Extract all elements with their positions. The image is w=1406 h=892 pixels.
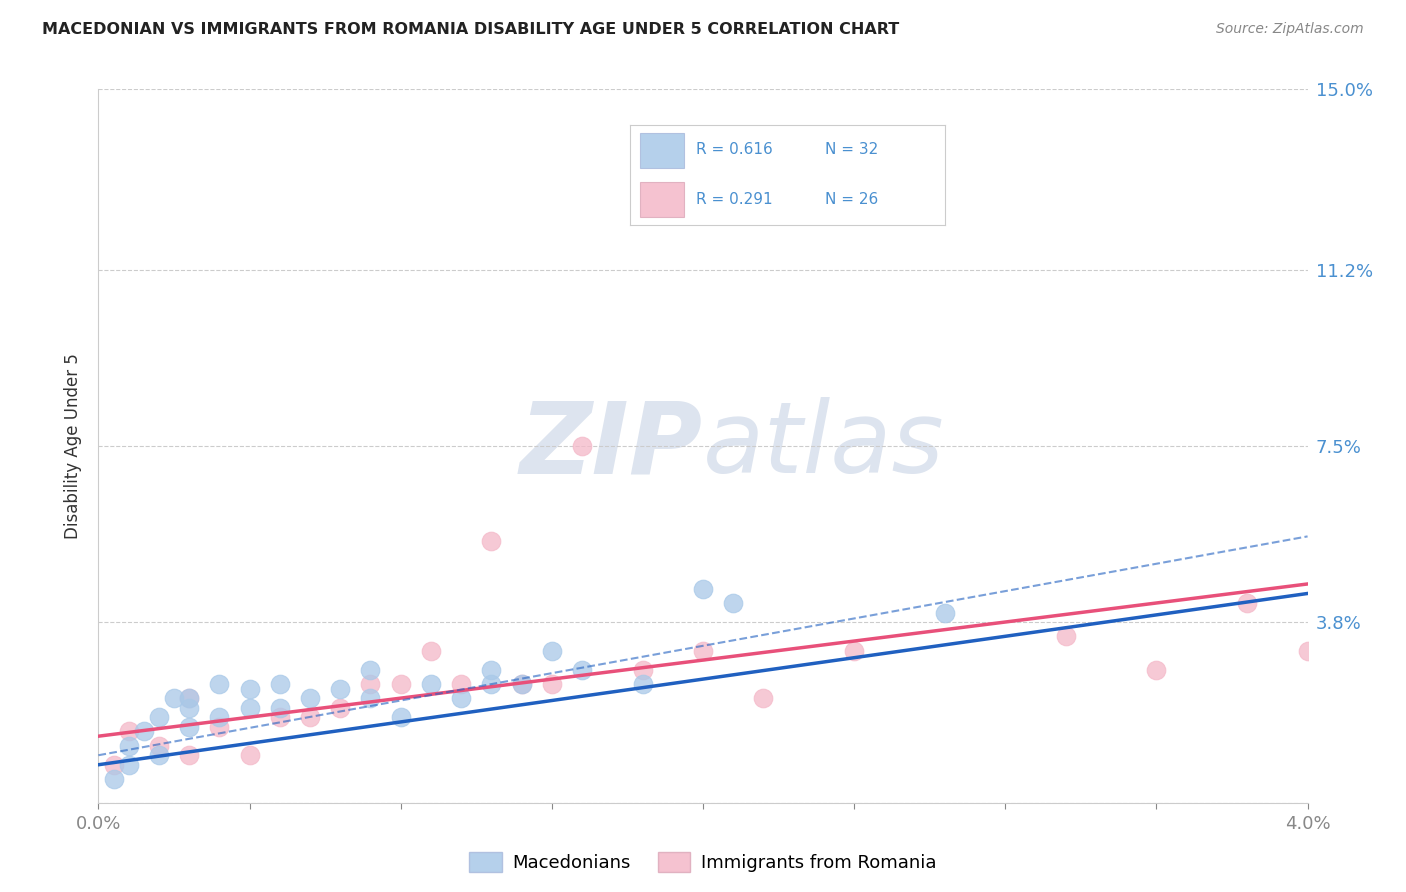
Point <box>148 710 170 724</box>
FancyBboxPatch shape <box>640 133 683 168</box>
Point <box>118 757 141 772</box>
Point <box>1146 663 1168 677</box>
Point <box>934 606 956 620</box>
Point <box>329 681 352 696</box>
Text: ZIP: ZIP <box>520 398 703 494</box>
Point <box>179 700 201 714</box>
Point <box>239 681 262 696</box>
Point <box>148 739 170 753</box>
Text: Source: ZipAtlas.com: Source: ZipAtlas.com <box>1216 22 1364 37</box>
Point <box>541 643 564 657</box>
Point <box>844 643 866 657</box>
Point <box>723 596 745 610</box>
Point <box>752 691 775 706</box>
Point <box>420 643 443 657</box>
Point <box>481 534 503 549</box>
Point <box>103 757 125 772</box>
Point <box>571 439 593 453</box>
Text: MACEDONIAN VS IMMIGRANTS FROM ROMANIA DISABILITY AGE UNDER 5 CORRELATION CHART: MACEDONIAN VS IMMIGRANTS FROM ROMANIA DI… <box>42 22 900 37</box>
Point <box>450 691 472 706</box>
Point <box>571 663 593 677</box>
Point <box>692 643 714 657</box>
Point <box>299 710 322 724</box>
Point <box>420 677 443 691</box>
Point <box>179 691 201 706</box>
Point <box>179 748 201 763</box>
Point <box>631 663 654 677</box>
Text: N = 32: N = 32 <box>825 143 879 157</box>
Point <box>208 720 231 734</box>
Point <box>1054 629 1077 643</box>
Point <box>481 677 503 691</box>
Point <box>1296 643 1319 657</box>
Text: R = 0.291: R = 0.291 <box>696 193 773 207</box>
Point <box>631 677 654 691</box>
Point <box>269 700 291 714</box>
Point <box>510 677 533 691</box>
Point <box>132 724 155 739</box>
Point <box>163 691 186 706</box>
Point <box>481 663 503 677</box>
Point <box>269 710 291 724</box>
Point <box>692 582 714 596</box>
Point <box>510 677 533 691</box>
Text: N = 26: N = 26 <box>825 193 879 207</box>
Point <box>103 772 125 786</box>
Point <box>208 710 231 724</box>
Text: atlas: atlas <box>703 398 945 494</box>
Point <box>360 691 382 706</box>
Point <box>208 677 231 691</box>
Point <box>389 710 412 724</box>
Point <box>179 691 201 706</box>
Point <box>148 748 170 763</box>
Point <box>118 724 141 739</box>
Legend: Macedonians, Immigrants from Romania: Macedonians, Immigrants from Romania <box>463 845 943 880</box>
Point <box>1236 596 1258 610</box>
Point <box>118 739 141 753</box>
Point <box>360 663 382 677</box>
Point <box>239 748 262 763</box>
Point <box>541 677 564 691</box>
Point <box>299 691 322 706</box>
Point <box>239 700 262 714</box>
Point <box>360 677 382 691</box>
Text: R = 0.616: R = 0.616 <box>696 143 773 157</box>
Point <box>179 720 201 734</box>
Point <box>389 677 412 691</box>
Point <box>450 677 472 691</box>
Y-axis label: Disability Age Under 5: Disability Age Under 5 <box>65 353 83 539</box>
Point <box>329 700 352 714</box>
FancyBboxPatch shape <box>640 182 683 217</box>
Point <box>269 677 291 691</box>
